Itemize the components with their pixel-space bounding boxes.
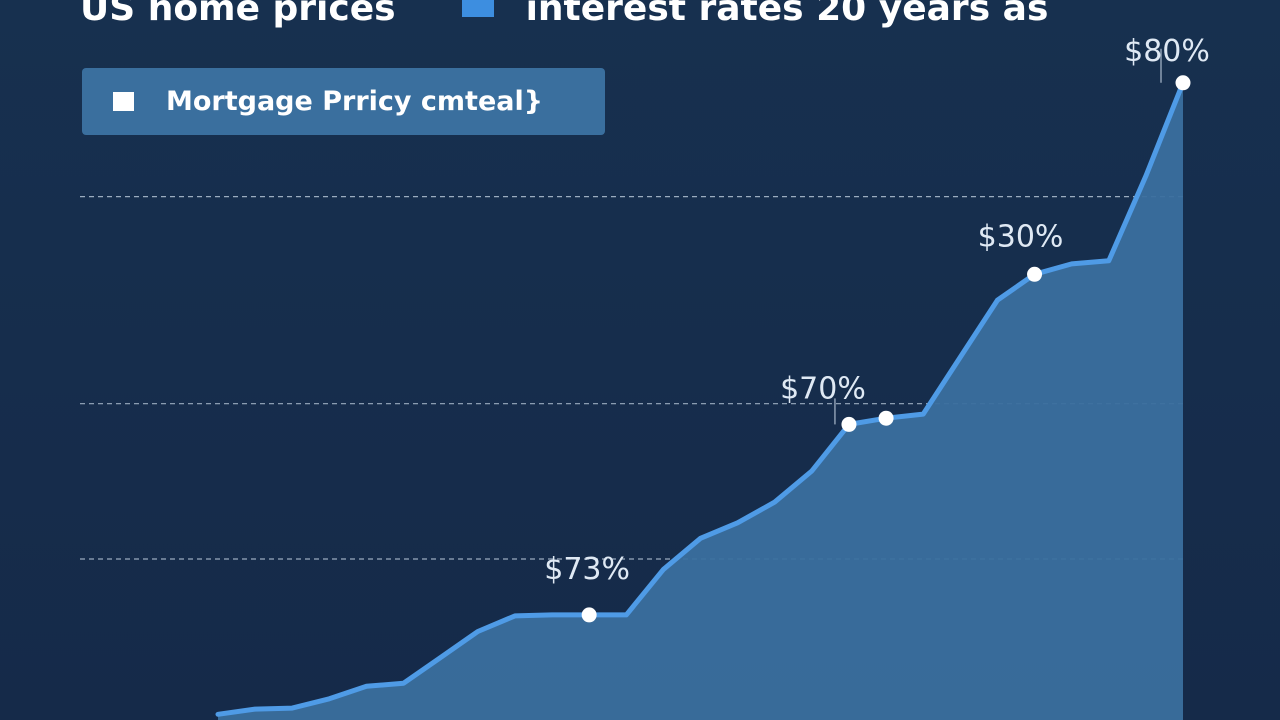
data-label: $30% xyxy=(978,219,1064,254)
series-line xyxy=(215,80,1186,717)
markers-group xyxy=(581,75,1191,623)
data-point-marker xyxy=(878,410,894,426)
data-label: $80% xyxy=(1124,34,1210,69)
series-area xyxy=(218,82,1183,720)
title-right: interest rates 20 years as xyxy=(525,0,1049,29)
legend-swatch xyxy=(113,92,134,111)
chart-title: US home prices interest rates 20 years a… xyxy=(80,0,1048,30)
data-point-marker xyxy=(1027,266,1043,282)
title-series-swatch xyxy=(461,0,494,17)
legend-label: Mortgage Prricy cmteal} xyxy=(166,86,543,117)
series-area-group xyxy=(215,80,1186,720)
annotations-group: $73% $70% $30% $80% xyxy=(544,34,1210,587)
legend: Mortgage Prricy cmteal} xyxy=(82,68,605,135)
title-left: US home prices xyxy=(80,0,396,29)
data-point-marker xyxy=(581,607,597,623)
data-label: $70% xyxy=(780,371,866,406)
data-point-marker xyxy=(1175,75,1191,91)
data-point-marker xyxy=(841,416,857,432)
data-label: $73% xyxy=(544,552,630,587)
